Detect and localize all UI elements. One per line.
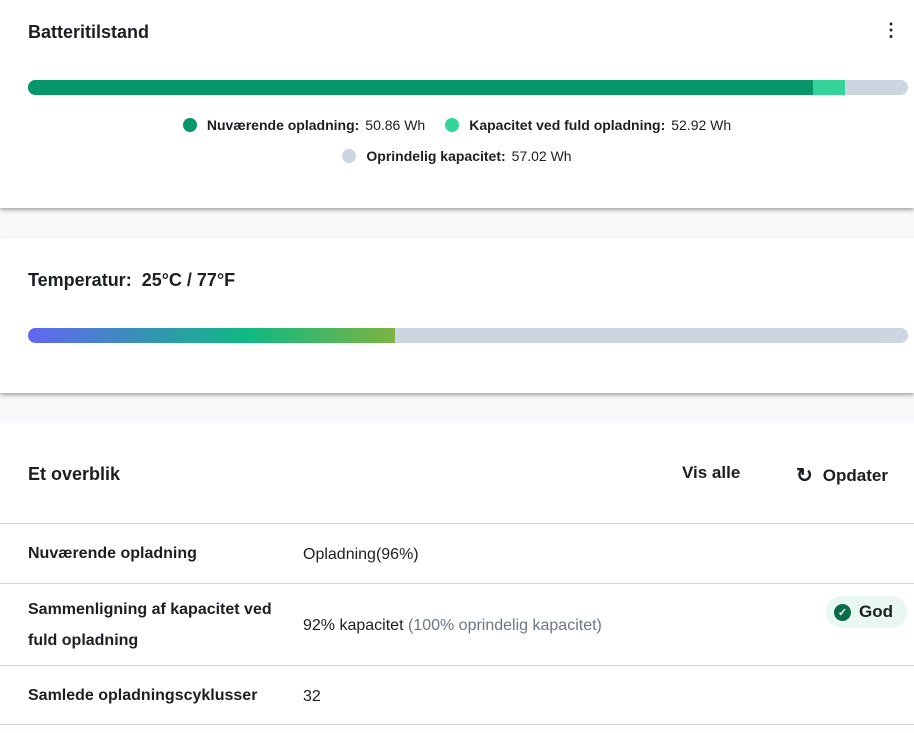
row-key: Samlede opladningscyklusser	[28, 687, 258, 704]
row-note: (100% oprindelig kapacitet)	[407, 617, 602, 634]
legend-label: Oprindelig kapacitet:	[366, 148, 506, 164]
legend-value: 50.86 Wh	[365, 117, 426, 133]
battery-health-card: Batteritilstand ⋮ Nuværende opladning: 50…	[0, 0, 914, 208]
refresh-icon: ↻	[796, 465, 813, 487]
legend-label: Nuværende opladning:	[206, 117, 360, 133]
refresh-label: Opdater	[822, 465, 888, 485]
more-options-icon[interactable]: ⋮	[882, 20, 900, 40]
check-circle-icon: ✓	[834, 603, 851, 621]
dot-icon	[182, 118, 197, 132]
row-value: Opladning(96%)	[303, 546, 419, 563]
temperature-heading: Temperatur: 25°C / 77°F	[28, 270, 235, 291]
temperature-value: 25°C / 77°F	[141, 270, 236, 290]
legend-current-charge: Nuværende opladning: 50.86 Wh	[182, 117, 426, 133]
overview-title: Et overblik	[28, 464, 121, 484]
table-row: Nuværende opladning Opladning(96%)	[0, 523, 914, 583]
battery-capacity-bar	[28, 80, 908, 95]
current-charge-segment	[28, 80, 813, 95]
legend-design-capacity: Oprindelig kapacitet: 57.02 Wh	[342, 148, 572, 164]
temperature-fill	[28, 328, 395, 343]
dot-icon	[342, 149, 357, 163]
status-badge: ✓ God	[826, 596, 907, 628]
badge-label: God	[859, 602, 893, 621]
legend-value: 52.92 Wh	[671, 117, 732, 133]
dot-icon	[445, 118, 460, 132]
temperature-card: Temperatur: 25°C / 77°F	[0, 238, 914, 393]
row-key: Sammenligning af kapacitet ved fuld opla…	[28, 601, 272, 649]
table-row: Samlede opladningscyklusser 32	[0, 665, 914, 725]
card-title: Batteritilstand	[28, 22, 150, 42]
legend-full-capacity: Kapacitet ved fuld opladning: 52.92 Wh	[445, 117, 731, 133]
row-value: 32	[303, 688, 321, 705]
view-all-button[interactable]: Vis alle	[682, 463, 741, 482]
temperature-label: Temperatur:	[28, 270, 132, 290]
table-row: Sammenligning af kapacitet ved fuld opla…	[0, 583, 914, 665]
row-value: 92% kapacitet	[303, 617, 404, 634]
legend-value: 57.02 Wh	[511, 148, 572, 164]
legend-label: Kapacitet ved fuld opladning:	[469, 117, 666, 133]
row-key: Nuværende opladning	[28, 545, 197, 562]
refresh-button[interactable]: ↻ Opdater	[796, 463, 888, 488]
overview-card: Et overblik Vis alle ↻ Opdater Nuværende …	[0, 423, 914, 733]
temperature-bar	[28, 328, 908, 343]
